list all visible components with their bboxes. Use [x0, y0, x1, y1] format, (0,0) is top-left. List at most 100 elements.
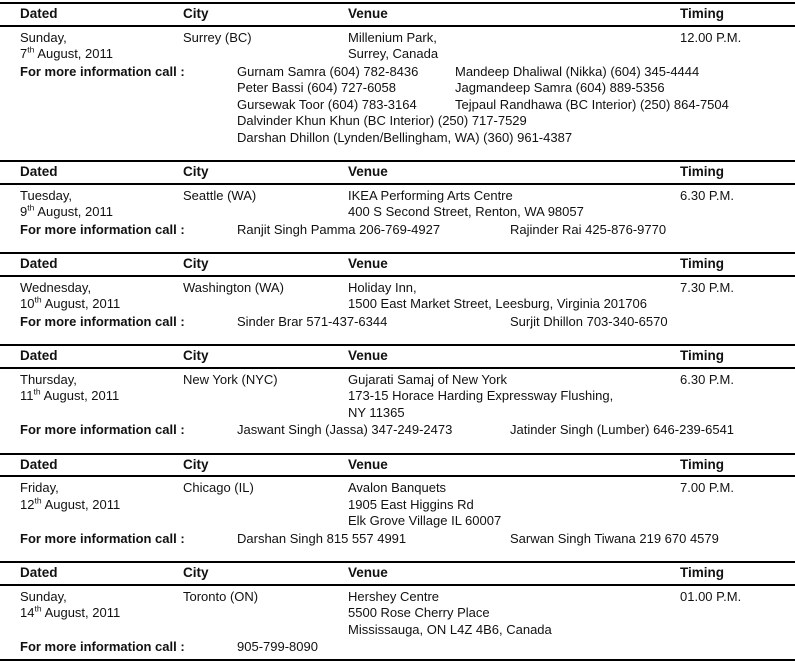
info-label: For more information call : — [20, 639, 185, 654]
venue-cell: IKEA Performing Arts Centre 400 S Second … — [348, 188, 680, 221]
dated-cell: Wednesday, 10th August, 2011 — [20, 280, 183, 313]
contact-list: Sinder Brar 571-437-6344 Surjit Dhillon 7… — [237, 314, 668, 331]
dated-date-line: 11th August, 2011 — [20, 387, 183, 405]
contact-name-phone: Gursewak Toor (604) 783-3164 — [237, 96, 417, 112]
dated-month-year: August, 2011 — [37, 46, 113, 61]
dated-month-year: August, 2011 — [44, 605, 121, 620]
dated-month-year: August, 2011 — [44, 296, 121, 311]
contact-row: Darshan Singh 815 557 4991 Sarwan Singh T… — [237, 531, 719, 548]
dated-day-name: Thursday, — [20, 371, 77, 387]
schedule-section: Dated City Venue Timing Thursday, 11th Au… — [0, 344, 795, 439]
event-row: Sunday, 7th August, 2011 Surrey (BC) Mill… — [0, 27, 795, 63]
venue-line: Gujarati Samaj of New York — [348, 371, 507, 387]
dated-cell: Thursday, 11th August, 2011 — [20, 372, 183, 422]
dated-day-number: 11 — [20, 388, 34, 403]
dated-day-name: Friday, — [20, 480, 59, 495]
column-header-row: Dated City Venue Timing — [0, 162, 795, 185]
header-venue: Venue — [348, 348, 388, 363]
column-header-row: Dated City Venue Timing — [0, 455, 795, 477]
dated-ordinal: th — [34, 603, 42, 614]
column-header-row: Dated City Venue Timing — [0, 346, 795, 369]
contact-name-phone: 905-799-8090 — [237, 639, 318, 654]
header-timing: Timing — [680, 6, 725, 21]
timing-cell: 7.30 P.M. — [680, 279, 734, 295]
contact-name-phone: Mandeep Dhaliwal (Nikka) (604) 345-4444 — [455, 63, 700, 79]
dated-date-line: 14th August, 2011 — [20, 603, 183, 622]
header-city: City — [183, 565, 209, 580]
contact-name-phone: Rajinder Rai 425-876-9770 — [510, 221, 667, 237]
header-venue: Venue — [348, 256, 388, 271]
venue-line: Millenium Park, — [348, 29, 437, 45]
header-venue: Venue — [348, 6, 388, 21]
header-dated: Dated — [20, 348, 58, 363]
header-dated: Dated — [20, 565, 58, 580]
contact-list: Darshan Singh 815 557 4991 Sarwan Singh T… — [237, 531, 719, 548]
contact-row: Ranjit Singh Pamma 206-769-4927 Rajinder … — [237, 222, 666, 239]
timing-cell: 6.30 P.M. — [680, 187, 734, 203]
venue-cell: Avalon Banquets 1905 East Higgins Rd Elk G… — [348, 480, 680, 530]
dated-date-line: 7th August, 2011 — [20, 44, 183, 63]
header-city: City — [183, 456, 209, 472]
dated-month-year: August, 2011 — [37, 204, 113, 219]
dated-day-number: 12 — [20, 496, 35, 512]
venue-line: 400 S Second Street, Renton, WA 98057 — [348, 204, 584, 219]
dated-cell: Sunday, 14th August, 2011 — [20, 589, 183, 639]
header-city: City — [183, 6, 209, 21]
venue-line: Hershey Centre — [348, 588, 440, 604]
venue-line: Mississauga, ON L4Z 4B6, Canada — [348, 621, 552, 637]
contact-name-phone: Surjit Dhillon 703-340-6570 — [510, 313, 668, 329]
venue-line: Avalon Banquets — [348, 480, 447, 495]
header-city: City — [183, 164, 209, 179]
city-cell: Toronto (ON) — [183, 588, 259, 604]
contact-name-phone: Jatinder Singh (Lumber) 646-239-6541 — [510, 422, 735, 437]
contact-name-phone: Dalvinder Khun Khun (BC Interior) (250) … — [237, 113, 527, 128]
dated-day-number: 7 — [20, 46, 28, 61]
schedule-section: Dated City Venue Timing Friday, 12th Augu… — [0, 452, 795, 548]
column-header-row: Dated City Venue Timing — [0, 563, 795, 586]
schedule-section: Dated City Venue Timing Sunday, 7th Augus… — [0, 2, 795, 146]
contact-name-phone: Peter Bassi (604) 727-6058 — [237, 80, 396, 95]
timing-cell: 7.00 P.M. — [680, 480, 734, 495]
column-header-row: Dated City Venue Timing — [0, 254, 795, 277]
event-row: Wednesday, 10th August, 2011 Washington (… — [0, 277, 795, 313]
dated-month-year: August, 2011 — [44, 496, 121, 512]
venue-line: IKEA Performing Arts Centre — [348, 187, 513, 203]
contact-name-phone: Ranjit Singh Pamma 206-769-4927 — [237, 221, 441, 237]
header-timing: Timing — [680, 565, 725, 580]
info-row: For more information call : Jaswant Sing… — [0, 422, 795, 439]
dated-day-number: 10 — [20, 296, 35, 311]
schedule-section: Dated City Venue Timing Wednesday, 10th A… — [0, 252, 795, 330]
dated-date-line: 9th August, 2011 — [20, 203, 183, 221]
header-dated: Dated — [20, 6, 58, 21]
contact-name-phone: Darshan Dhillon (Lynden/Bellingham, WA) … — [237, 129, 573, 145]
contact-row: Gurnam Samra (604) 782-8436 Mandeep Dhali… — [237, 64, 729, 81]
dated-day-number: 9 — [20, 204, 28, 219]
dated-day-name: Wednesday, — [20, 279, 92, 295]
event-row: Friday, 12th August, 2011 Chicago (IL) Av… — [0, 477, 795, 530]
contact-name-phone: Sarwan Singh Tiwana 219 670 4579 — [510, 530, 719, 546]
venue-line: Holiday Inn, — [348, 279, 417, 295]
venue-line: 173-15 Horace Harding Expressway Flushin… — [348, 388, 614, 403]
header-venue: Venue — [348, 456, 388, 472]
contact-row: Dalvinder Khun Khun (BC Interior) (250) … — [237, 113, 729, 130]
contact-row: Sinder Brar 571-437-6344 Surjit Dhillon 7… — [237, 314, 668, 331]
event-row: Tuesday, 9th August, 2011 Seattle (WA) IK… — [0, 185, 795, 221]
dated-day-name: Sunday, — [20, 29, 67, 45]
city-cell: Chicago (IL) — [183, 480, 254, 495]
contact-name-phone: Sinder Brar 571-437-6344 — [237, 313, 388, 329]
dated-day-number: 14 — [20, 605, 35, 620]
contact-row: Jaswant Singh (Jassa) 347-249-2473 Jatind… — [237, 422, 734, 439]
dated-ordinal: th — [27, 44, 35, 55]
city-cell: Washington (WA) — [183, 279, 284, 295]
contact-name-phone: Jaswant Singh (Jassa) 347-249-2473 — [237, 422, 453, 437]
header-timing: Timing — [680, 456, 725, 472]
header-timing: Timing — [680, 256, 725, 271]
dated-day-name: Tuesday, — [20, 187, 73, 203]
header-timing: Timing — [680, 164, 725, 179]
contact-row: Peter Bassi (604) 727-6058 Jagmandeep Sam… — [237, 80, 729, 97]
contact-list: Jaswant Singh (Jassa) 347-249-2473 Jatind… — [237, 422, 734, 439]
header-venue: Venue — [348, 565, 388, 580]
city-cell: New York (NYC) — [183, 371, 278, 387]
